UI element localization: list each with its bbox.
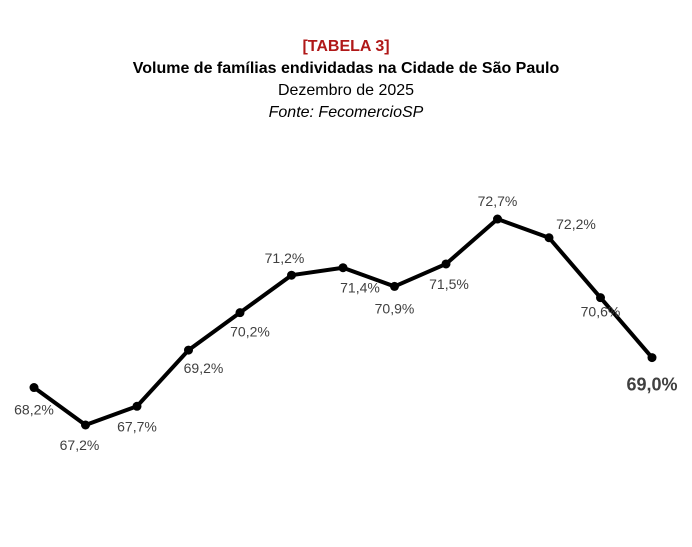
data-point [647, 353, 657, 363]
data-point [81, 420, 90, 430]
data-label: 72,7% [478, 193, 518, 209]
data-label: 71,5% [429, 276, 469, 292]
data-label: 70,6% [581, 304, 621, 320]
data-label: 70,9% [375, 300, 415, 316]
chart-title: Volume de famílias endividadas na Cidade… [132, 60, 560, 77]
data-point [235, 308, 245, 318]
data-point [493, 214, 502, 224]
chart-subtitle: Dezembro de 2025 [277, 82, 415, 99]
table-tag: [TABELA 3] [302, 38, 390, 55]
data-label: 72,2% [556, 216, 596, 232]
data-label: 69,2% [184, 360, 224, 376]
data-point [287, 270, 296, 280]
data-label: 67,2% [60, 437, 100, 453]
data-label: 70,2% [230, 324, 270, 340]
data-label: 71,4% [340, 280, 380, 296]
series-line [32, 217, 654, 427]
data-label: 67,7% [117, 418, 157, 434]
data-point [390, 281, 399, 291]
data-label: 69,0% [626, 375, 677, 395]
data-point [338, 263, 348, 273]
chart-header: [TABELA 3] Volume de famílias endividada… [0, 36, 692, 124]
data-point [596, 293, 605, 303]
data-label: 71,2% [265, 250, 305, 266]
data-label: 68,2% [14, 402, 54, 418]
data-point [544, 233, 554, 243]
chart-source: Fonte: FecomercioSP [268, 104, 424, 121]
data-point [184, 345, 193, 355]
data-point [132, 401, 142, 411]
data-point [441, 259, 451, 269]
data-point [29, 383, 39, 393]
